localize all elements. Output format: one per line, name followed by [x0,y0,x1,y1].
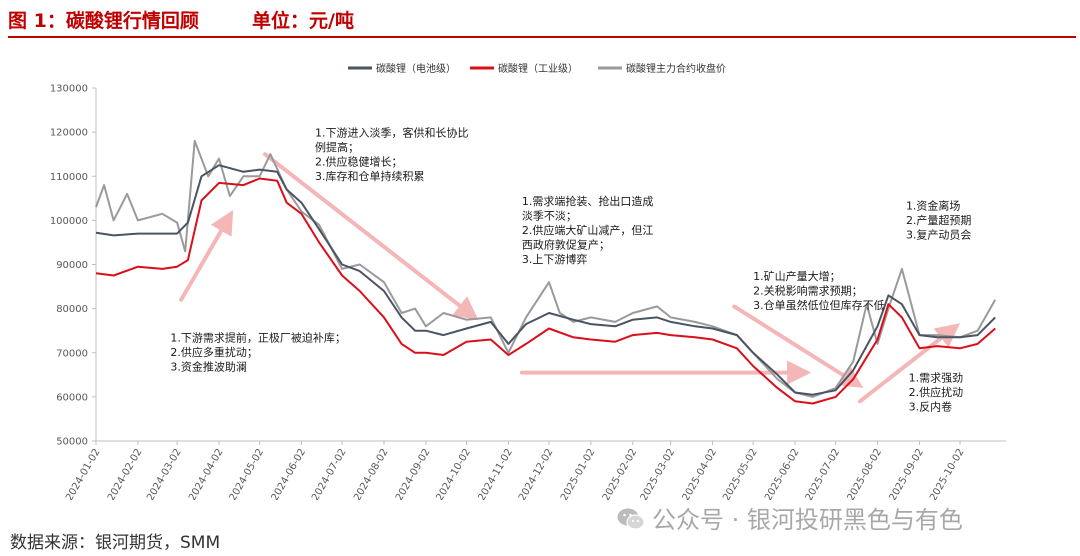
annotation-line: 1.下游进入淡季，客供和长协比 [315,126,469,140]
x-tick-label: 2024-06-02 [270,447,309,500]
x-tick-label: 2024-12-02 [517,447,556,500]
figure-unit: 单位：元/吨 [252,10,354,32]
annotation-line: 例提高； [315,140,359,154]
trend-arrows [179,152,961,404]
annotation-line: 1.矿山产量大增； [753,269,841,283]
chart-legend: 碳酸锂（电池级） 碳酸锂（工业级） 碳酸锂主力合约收盘价 [348,62,726,75]
annotation-line: 3.库存和仓单持续积累 [315,169,425,183]
x-tick-label: 2024-11-02 [476,447,515,500]
x-tick-label: 2025-10-02 [928,447,967,500]
lithium-carbonate-price-chart: 碳酸锂（电池级） 碳酸锂（工业级） 碳酸锂主力合约收盘价 50000 60000 700… [50,62,1006,500]
y-axis-ticks: 50000 60000 70000 80000 90000 100000 110000 120… [50,84,96,448]
annotation-2: 1.下游进入淡季，客供和长协比例提高； 2.供应稳健增长； 3.库存和仓单持续积累 [315,126,469,184]
x-tick-label: 2024-07-02 [310,447,349,500]
x-tick-label: 2025-06-02 [763,447,802,500]
y-tick-label: 120000 [50,128,88,139]
annotation-line: 3.上下游博弈 [522,252,588,266]
y-tick-label: 130000 [50,84,88,95]
x-tick-label: 2024-09-02 [394,447,433,500]
chart-series [95,139,997,405]
x-tick-label: 2025-09-02 [887,447,926,500]
annotation-line: 西政府敦促复产； [522,237,610,251]
x-tick-label: 2024-08-02 [352,447,391,500]
annotation-6: 1.需求强劲 2.供应扰动 3.反内卷 [909,371,964,413]
trend-arrow [179,209,234,302]
annotation-line: 2.供应扰动 [909,385,964,399]
trend-arrow [857,323,961,404]
annotation-line: 1.资金离场 [906,198,961,212]
series-line-3 [95,139,997,398]
y-tick-label: 60000 [56,392,88,403]
header-rule [8,36,1076,38]
annotation-line: 2.供应端大矿山减产，但江 [522,223,654,237]
annotation-line: 3.反内卷 [909,399,953,413]
trend-arrow [263,152,479,321]
annotation-4: 1.矿山产量大增； 2.关税影响需求预期； 3.仓单虽然低位但库存不低 [753,269,885,312]
x-tick-label: 2025-05-02 [721,447,760,500]
y-tick-label: 100000 [50,216,88,227]
x-tick-label: 2024-10-02 [434,447,473,500]
x-tick-label: 2025-01-02 [559,447,598,500]
x-tick-label: 2024-01-02 [64,447,103,500]
annotation-line: 3.复产动员会 [906,227,972,241]
y-tick-label: 110000 [50,172,88,183]
x-tick-label: 2025-03-02 [639,447,678,500]
legend-label-1: 碳酸锂（电池级） [376,62,456,75]
x-tick-label: 2025-08-02 [846,447,885,500]
chart-annotations: 1.下游需求提前，正极厂被迫补库； 2.供应多重扰动； 3.资金推波助澜 1.下游进入… [170,126,971,414]
annotation-line: 淡季不淡； [522,209,577,222]
x-tick-label: 2024-05-02 [228,447,267,500]
figure-title: 图 1：碳酸锂行情回顾 [8,10,199,32]
series-line-1 [95,164,996,396]
x-tick-label: 2024-02-02 [106,447,145,500]
x-tick-label: 2024-04-02 [187,447,226,500]
watermark-text: 公众号 · 银河投研黑色与有色 [652,506,963,534]
data-source: 数据来源：银河期货，SMM [10,533,221,553]
figure-header: 图 1：碳酸锂行情回顾 单位：元/吨 [0,0,1080,40]
annotation-line: 2.产量超预期 [906,213,972,227]
x-tick-label: 2025-04-02 [681,447,720,500]
annotation-line: 2.关税影响需求预期； [753,283,863,297]
annotation-3: 1.需求端抢装、抢出口造成淡季不淡； 2.供应端大矿山减产，但江西政府敦促复产； 3… [522,194,654,266]
annotation-line: 3.仓单虽然低位但库存不低 [753,298,885,312]
annotation-line: 2.供应多重扰动； [170,345,258,359]
annotation-line: 1.需求端抢装、抢出口造成 [522,194,654,208]
legend-label-3: 碳酸锂主力合约收盘价 [626,62,726,75]
annotation-line: 3.资金推波助澜 [170,360,247,374]
y-tick-label: 80000 [56,304,88,315]
annotation-1: 1.下游需求提前，正极厂被迫补库； 2.供应多重扰动； 3.资金推波助澜 [170,331,346,374]
x-tick-label: 2025-02-02 [601,447,640,500]
wechat-icon [617,508,645,530]
legend-label-2: 碳酸锂（工业级） [498,62,578,75]
annotation-5: 1.资金离场 2.产量超预期 3.复产动员会 [906,198,972,241]
x-axis-ticks: 2024-01-02 2024-02-02 2024-03-02 2024-04-02… [64,441,967,500]
x-tick-label: 2024-03-02 [145,447,184,500]
annotation-line: 1.需求强劲 [909,371,964,384]
series-line-2 [95,177,996,405]
annotation-line: 1.下游需求提前，正极厂被迫补库； [170,331,346,345]
y-tick-label: 50000 [56,437,88,448]
annotation-line: 2.供应稳健增长； [315,155,403,169]
y-tick-label: 90000 [56,260,88,271]
trend-arrow [732,304,864,388]
watermark: 公众号 · 银河投研黑色与有色 [616,500,963,535]
y-tick-label: 70000 [56,348,88,359]
x-tick-label: 2025-07-02 [804,447,843,500]
